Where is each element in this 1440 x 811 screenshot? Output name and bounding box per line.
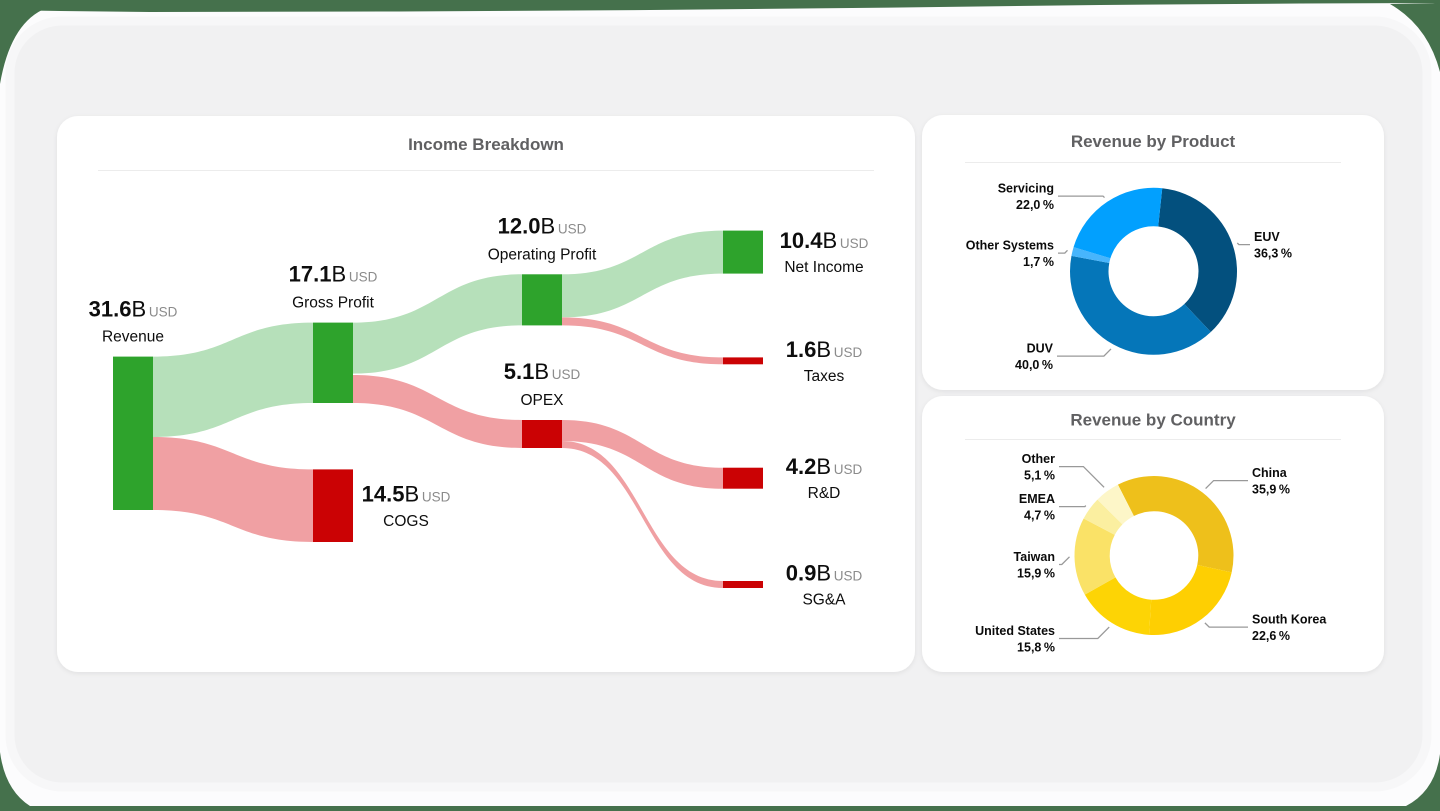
svg-text:OPEX: OPEX — [520, 392, 564, 409]
svg-text:35,9 %: 35,9 % — [1252, 483, 1290, 497]
svg-text:15,9 %: 15,9 % — [1017, 567, 1055, 581]
svg-text:Revenue by Country: Revenue by Country — [1070, 411, 1236, 430]
svg-text:United States: United States — [975, 624, 1055, 638]
svg-text:China: China — [1252, 466, 1288, 480]
svg-text:22,6 %: 22,6 % — [1252, 629, 1290, 643]
svg-text:South Korea: South Korea — [1252, 613, 1327, 627]
svg-text:Other Systems: Other Systems — [966, 239, 1054, 253]
svg-text:EUV: EUV — [1254, 230, 1280, 244]
svg-text:1.6B USD: 1.6B USD — [786, 337, 863, 362]
svg-text:Taxes: Taxes — [804, 368, 845, 385]
svg-text:36,3 %: 36,3 % — [1254, 247, 1292, 261]
svg-text:22,0 %: 22,0 % — [1016, 198, 1054, 212]
svg-text:5,1 %: 5,1 % — [1024, 469, 1055, 483]
svg-text:Operating Profit: Operating Profit — [488, 246, 597, 263]
svg-text:Revenue: Revenue — [102, 329, 164, 346]
svg-text:4.2B USD: 4.2B USD — [786, 454, 863, 479]
svg-text:4,7 %: 4,7 % — [1024, 509, 1055, 523]
svg-text:1,7 %: 1,7 % — [1023, 255, 1054, 269]
svg-text:Other: Other — [1022, 452, 1055, 466]
svg-text:Net Income: Net Income — [784, 259, 863, 276]
svg-text:Taiwan: Taiwan — [1014, 550, 1055, 564]
svg-text:Gross Profit: Gross Profit — [292, 295, 375, 312]
svg-text:Servicing: Servicing — [998, 182, 1054, 196]
svg-text:SG&A: SG&A — [802, 592, 846, 609]
svg-text:15,8 %: 15,8 % — [1017, 641, 1055, 655]
svg-text:Income Breakdown: Income Breakdown — [408, 135, 564, 154]
svg-text:EMEA: EMEA — [1019, 492, 1055, 506]
svg-text:COGS: COGS — [383, 513, 429, 530]
svg-text:Revenue by Product: Revenue by Product — [1071, 132, 1236, 151]
svg-text:40,0 %: 40,0 % — [1015, 358, 1053, 372]
svg-text:R&D: R&D — [808, 485, 841, 502]
svg-text:31.6B USD: 31.6B USD — [89, 297, 178, 322]
svg-text:DUV: DUV — [1027, 342, 1054, 356]
